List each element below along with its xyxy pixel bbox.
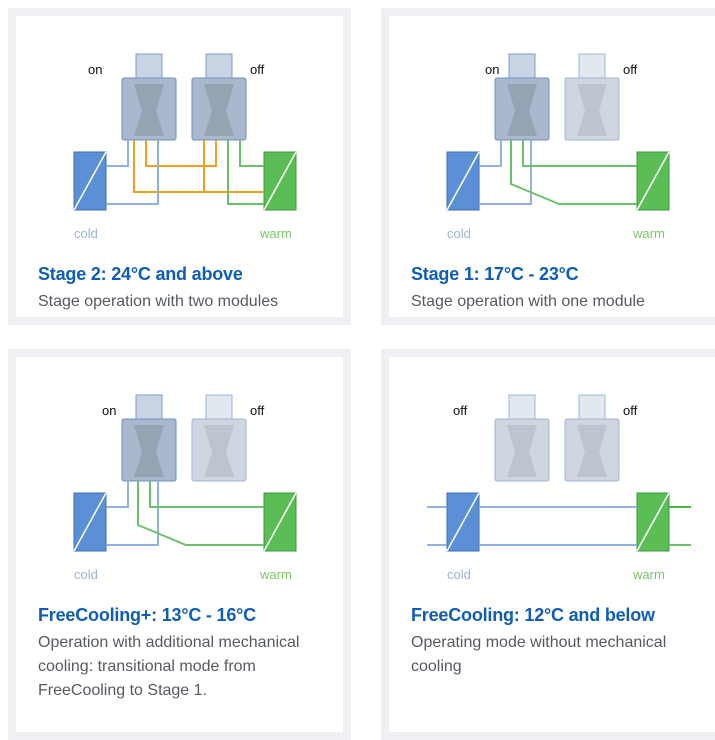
freecooling-plus-diagram: on off cold warm <box>73 394 297 582</box>
module-left-state-label: on <box>102 403 116 418</box>
compressor-module-right <box>191 394 247 482</box>
panel-stage-1: on off cold warm Stage 1: 17°C - 23°C St… <box>381 8 715 325</box>
piping <box>106 140 264 205</box>
compressor-module-left <box>121 394 177 482</box>
piping <box>106 481 264 546</box>
compressor-module-right <box>564 394 620 482</box>
panel-description: Operation with additional mechanical coo… <box>38 634 300 699</box>
cold-label: cold <box>74 226 98 241</box>
cold-label: cold <box>74 567 98 582</box>
panel-title: Stage 2: 24°C and above <box>38 264 243 284</box>
warm-heat-exchanger <box>263 151 297 211</box>
panel-stage-2: on off cold warm Stage 2: 24°C and above… <box>8 8 351 325</box>
cold-heat-exchanger <box>446 492 480 552</box>
warm-label: warm <box>259 226 292 241</box>
compressor-module-left <box>494 53 550 141</box>
cold-heat-exchanger <box>73 492 107 552</box>
piping <box>427 506 691 546</box>
module-right-state-label: off <box>623 62 638 77</box>
cold-heat-exchanger <box>446 151 480 211</box>
cold-label: cold <box>447 226 471 241</box>
module-right-state-label: off <box>250 403 265 418</box>
panel-freecooling: off off cold warm FreeCooling: 12°C and … <box>381 349 715 740</box>
stage-2-diagram: on off cold warm <box>73 53 297 241</box>
module-right-state-label: off <box>623 403 638 418</box>
stage-1-diagram: on off cold warm <box>446 53 670 241</box>
panel-title: FreeCooling: 12°C and below <box>411 605 655 625</box>
panel-description: Stage operation with one module <box>411 293 645 310</box>
panel-description: Stage operation with two modules <box>38 293 279 310</box>
module-left-state-label: on <box>485 62 499 77</box>
warm-heat-exchanger <box>263 492 297 552</box>
panel-freecooling-plus: on off cold warm FreeCooling+: 13°C - 16… <box>8 349 351 740</box>
warm-label: warm <box>259 567 292 582</box>
compressor-module-right <box>564 53 620 141</box>
compressor-module-right <box>191 53 247 141</box>
warm-label: warm <box>632 226 665 241</box>
warm-label: warm <box>632 567 665 582</box>
panel-description: Operating mode without mechanical coolin… <box>411 634 667 675</box>
panel-title: FreeCooling+: 13°C - 16°C <box>38 605 256 625</box>
cold-label: cold <box>447 567 471 582</box>
freecooling-diagram: off off cold warm <box>427 394 691 582</box>
compressor-module-left <box>494 394 550 482</box>
panel-title: Stage 1: 17°C - 23°C <box>411 264 579 284</box>
module-right-state-label: off <box>250 62 265 77</box>
warm-heat-exchanger <box>636 151 670 211</box>
cold-heat-exchanger <box>73 151 107 211</box>
warm-heat-exchanger <box>636 492 670 552</box>
piping <box>479 140 637 205</box>
compressor-module-left <box>121 53 177 141</box>
module-left-state-label: off <box>453 403 468 418</box>
module-left-state-label: on <box>88 62 102 77</box>
